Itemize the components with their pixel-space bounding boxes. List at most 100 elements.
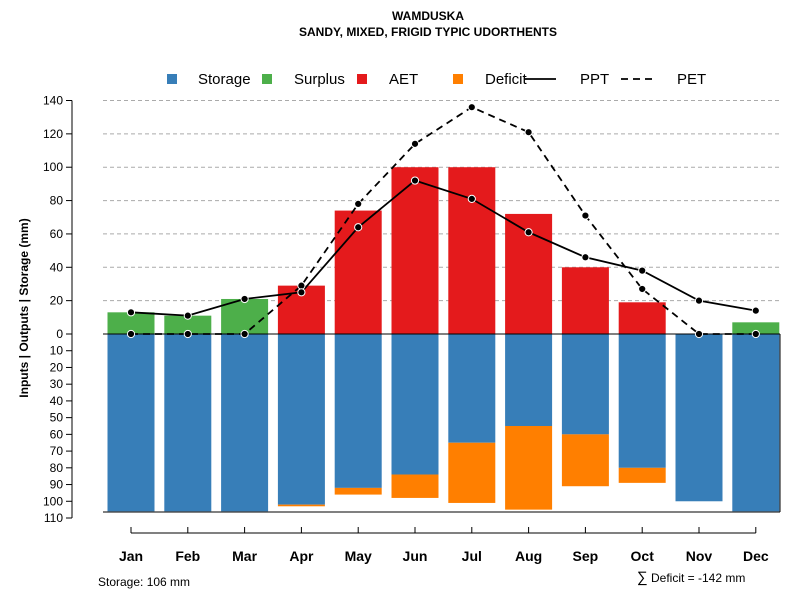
ppt-point bbox=[638, 266, 647, 275]
legend-swatch bbox=[357, 74, 367, 84]
ppt-point bbox=[581, 253, 590, 262]
aet-bar bbox=[618, 302, 666, 334]
legend-label: AET bbox=[389, 71, 418, 88]
lines-layer bbox=[126, 103, 760, 339]
x-tick-label: Jun bbox=[403, 548, 428, 564]
pet-point bbox=[126, 329, 136, 339]
pet-point bbox=[467, 103, 476, 112]
x-tick-label: Jul bbox=[462, 548, 482, 564]
y-tick-label: 40 bbox=[50, 394, 64, 408]
x-tick-label: Nov bbox=[686, 548, 713, 564]
storage-bar bbox=[391, 334, 439, 475]
surplus-bar bbox=[221, 298, 269, 334]
aet-bar bbox=[561, 267, 609, 334]
legend-swatch bbox=[167, 74, 177, 84]
x-tick-label: Apr bbox=[289, 548, 314, 564]
sum-symbol: ∑ bbox=[637, 569, 648, 586]
chart-title: WAMDUSKA bbox=[392, 9, 464, 23]
storage-annotation: Storage: 106 mm bbox=[98, 575, 190, 589]
ppt-point bbox=[240, 294, 249, 304]
ppt-point bbox=[354, 223, 363, 232]
y-tick-label: 20 bbox=[50, 294, 64, 308]
ppt-point bbox=[467, 194, 476, 204]
y-tick-label: 80 bbox=[50, 194, 64, 208]
storage-bar bbox=[107, 334, 155, 512]
pet-point bbox=[240, 329, 249, 339]
legend-label: Deficit bbox=[485, 71, 528, 88]
y-tick-label: 100 bbox=[43, 160, 63, 174]
pet-point bbox=[694, 329, 704, 339]
pet-point bbox=[751, 329, 760, 339]
ppt-point bbox=[183, 311, 192, 320]
surplus-bar bbox=[164, 315, 212, 334]
storage-bar bbox=[505, 334, 553, 426]
legend-swatch bbox=[453, 74, 463, 84]
x-tick-label: Oct bbox=[631, 548, 655, 564]
x-tick-label: Mar bbox=[232, 548, 257, 564]
storage-bar bbox=[164, 334, 212, 512]
y-tick-label: 10 bbox=[50, 344, 64, 358]
ppt-point bbox=[751, 306, 760, 315]
ppt-point bbox=[524, 228, 533, 237]
legend-label: Surplus bbox=[294, 71, 345, 88]
legend-swatch bbox=[262, 74, 272, 84]
pet-point bbox=[354, 199, 363, 209]
y-axis: 0 20 40 60 80 100 120 140 10 20 30 40 50 60 70 80 90 100 1… bbox=[43, 94, 73, 525]
y-axis-label: Inputs | Outputs | Storage (mm) bbox=[17, 218, 31, 397]
bars-layer bbox=[107, 167, 780, 512]
pet-point bbox=[581, 211, 590, 220]
aet-bar bbox=[391, 167, 439, 334]
ppt-line bbox=[130, 179, 756, 317]
y-tick-label: 100 bbox=[43, 494, 63, 508]
x-tick-label: Dec bbox=[743, 548, 769, 564]
y-tick-label: 80 bbox=[50, 461, 64, 475]
deficit-bar bbox=[618, 467, 666, 483]
x-tick-label: Sep bbox=[573, 548, 599, 564]
storage-bar bbox=[221, 334, 269, 512]
y-tick-label: 0 bbox=[56, 327, 63, 341]
pet-point bbox=[638, 284, 647, 294]
y-tick-label: 140 bbox=[43, 94, 63, 108]
pet-point bbox=[524, 128, 533, 137]
y-tick-label: 110 bbox=[44, 511, 63, 525]
deficit-bar bbox=[505, 426, 553, 510]
deficit-bar bbox=[391, 474, 439, 498]
deficit-bar bbox=[561, 434, 609, 487]
surplus-bar bbox=[732, 322, 780, 334]
y-tick-label: 70 bbox=[50, 444, 64, 458]
legend-label: PET bbox=[677, 71, 706, 88]
deficit-bar bbox=[334, 487, 382, 495]
y-tick-label: 60 bbox=[50, 427, 64, 441]
x-tick-label: Jan bbox=[119, 548, 143, 564]
pet-point bbox=[183, 329, 192, 339]
chart-legend: Storage Surplus AET Deficit PPT PET bbox=[167, 71, 706, 88]
storage-bar bbox=[732, 334, 780, 512]
deficit-bar bbox=[277, 504, 325, 507]
storage-bar bbox=[561, 334, 609, 435]
legend-label: PPT bbox=[580, 71, 609, 88]
y-tick-label: 30 bbox=[50, 377, 64, 391]
y-tick-label: 50 bbox=[50, 411, 64, 425]
ppt-point bbox=[297, 288, 306, 297]
storage-bar bbox=[618, 334, 666, 468]
ppt-point bbox=[126, 308, 136, 317]
y-tick-label: 90 bbox=[50, 478, 64, 492]
storage-bar bbox=[675, 334, 723, 502]
storage-bar bbox=[334, 334, 382, 488]
x-tick-label: Feb bbox=[175, 548, 200, 564]
x-tick-label: May bbox=[345, 548, 372, 564]
x-axis: Jan Feb Mar Apr May Jun Jul Aug Sep Oct Nov Dec bbox=[119, 527, 769, 564]
pet-point bbox=[297, 281, 306, 290]
grid-lines bbox=[103, 100, 780, 302]
y-tick-label: 120 bbox=[43, 127, 63, 141]
pet-point bbox=[410, 139, 420, 148]
storage-bar bbox=[277, 334, 325, 505]
chart-subtitle: SANDY, MIXED, FRIGID TYPIC UDORTHENTS bbox=[299, 25, 557, 39]
y-tick-label: 40 bbox=[50, 260, 64, 274]
surplus-bar bbox=[107, 312, 155, 334]
deficit-annotation: Deficit = -142 mm bbox=[651, 571, 745, 585]
y-tick-label: 20 bbox=[50, 360, 64, 374]
aet-bar bbox=[448, 167, 496, 334]
ppt-point bbox=[694, 296, 704, 305]
